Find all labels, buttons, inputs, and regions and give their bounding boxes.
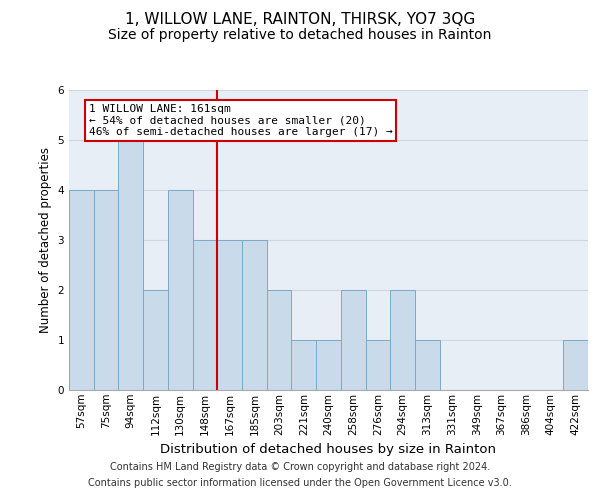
Bar	[143, 290, 168, 390]
Y-axis label: Number of detached properties: Number of detached properties	[39, 147, 52, 333]
Text: Size of property relative to detached houses in Rainton: Size of property relative to detached ho…	[109, 28, 491, 42]
Bar	[341, 290, 365, 390]
Bar	[193, 240, 217, 390]
Text: 1 WILLOW LANE: 161sqm
← 54% of detached houses are smaller (20)
46% of semi-deta: 1 WILLOW LANE: 161sqm ← 54% of detached …	[89, 104, 392, 137]
Text: Contains public sector information licensed under the Open Government Licence v3: Contains public sector information licen…	[88, 478, 512, 488]
Bar	[415, 340, 440, 390]
Bar	[316, 340, 341, 390]
X-axis label: Distribution of detached houses by size in Rainton: Distribution of detached houses by size …	[161, 443, 497, 456]
Bar	[292, 340, 316, 390]
Bar	[217, 240, 242, 390]
Bar	[365, 340, 390, 390]
Bar	[118, 140, 143, 390]
Bar	[242, 240, 267, 390]
Bar	[94, 190, 118, 390]
Bar	[563, 340, 588, 390]
Bar	[168, 190, 193, 390]
Text: Contains HM Land Registry data © Crown copyright and database right 2024.: Contains HM Land Registry data © Crown c…	[110, 462, 490, 472]
Bar	[69, 190, 94, 390]
Bar	[267, 290, 292, 390]
Bar	[390, 290, 415, 390]
Text: 1, WILLOW LANE, RAINTON, THIRSK, YO7 3QG: 1, WILLOW LANE, RAINTON, THIRSK, YO7 3QG	[125, 12, 475, 28]
